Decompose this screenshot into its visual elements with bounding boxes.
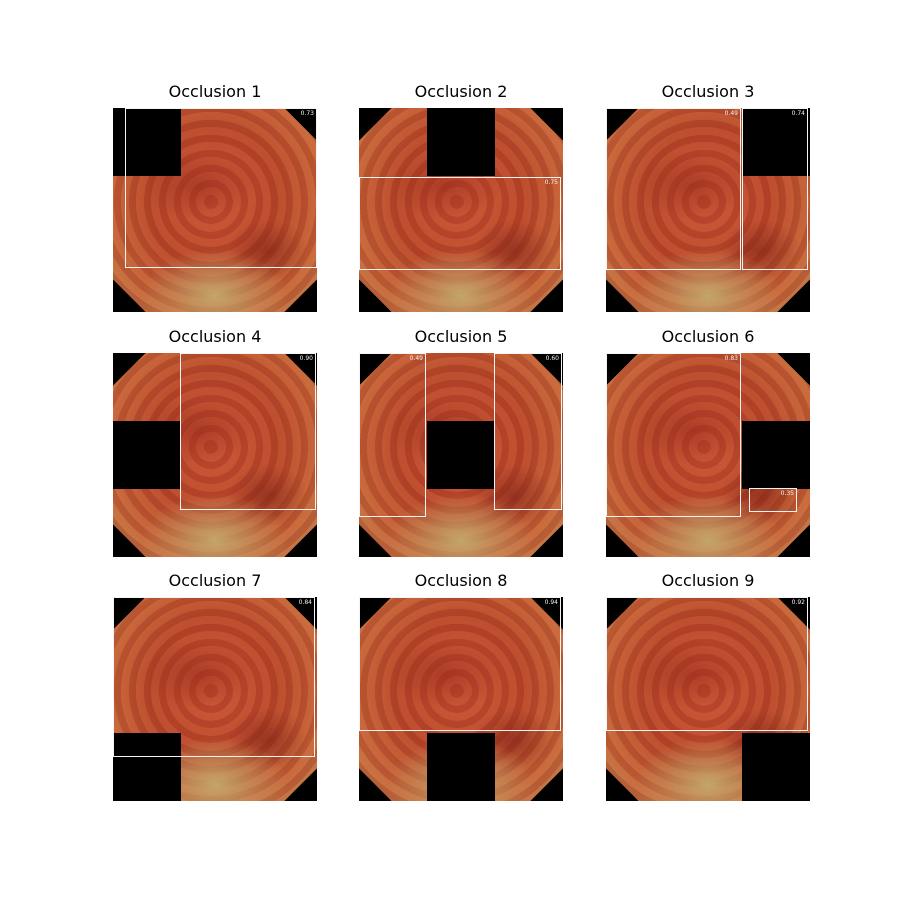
occlusion-patch [742,421,810,489]
panel-title: Occlusion 5 [414,327,508,346]
detection-score: 0.74 [791,110,805,117]
panel-title: Occlusion 6 [661,327,755,346]
detection-box: 0.35 [749,488,797,512]
panel-title: Occlusion 7 [168,571,262,590]
occlusion-patch [113,733,181,801]
occlusion-panel: Occlusion 7 0.84 [113,571,317,801]
detection-box: 0.75 [359,177,561,270]
occlusion-panel: Occlusion 3 0.49 0.74 [606,82,810,312]
detection-score: 0.90 [299,355,313,362]
endoscopy-image: 0.73 [113,108,317,312]
occlusion-patch [427,733,495,801]
detection-box: 0.73 [125,108,317,268]
occlusion-patch [742,108,810,176]
detection-score: 0.35 [780,490,794,497]
detection-box: 0.94 [359,597,561,731]
detection-box: 0.49 [606,108,741,270]
panel-title: Occlusion 4 [168,327,262,346]
endoscopy-image: 0.83 0.35 [606,353,810,557]
detection-box: 0.74 [742,108,808,270]
panel-title: Occlusion 1 [168,82,262,101]
detection-score: 0.84 [298,599,312,606]
endoscopy-image: 0.75 [359,108,563,312]
panel-title: Occlusion 8 [414,571,508,590]
endoscopy-image: 0.84 [113,597,317,801]
detection-score: 0.60 [545,355,559,362]
detection-box: 0.60 [494,353,562,510]
endoscopy-image: 0.94 [359,597,563,801]
detection-score: 0.49 [409,355,423,362]
occlusion-patch [113,108,181,176]
endoscopy-image: 0.49 0.60 [359,353,563,557]
occlusion-panel: Occlusion 8 0.94 [359,571,563,801]
endoscopy-image: 0.90 [113,353,317,557]
occlusion-patch [742,733,810,801]
panel-title: Occlusion 3 [661,82,755,101]
endoscopy-image: 0.49 0.74 [606,108,810,312]
occlusion-panel: Occlusion 6 0.83 0.35 [606,327,810,557]
detection-box: 0.84 [113,597,315,757]
occlusion-panel: Occlusion 2 0.75 [359,82,563,312]
occlusion-patch [113,421,181,489]
detection-box: 0.92 [606,597,808,731]
occlusion-panel: Occlusion 5 0.49 0.60 [359,327,563,557]
endoscopy-image: 0.92 [606,597,810,801]
occlusion-patch [427,421,495,489]
detection-score: 0.49 [724,110,738,117]
detection-box: 0.90 [180,353,316,510]
panel-title: Occlusion 2 [414,82,508,101]
occlusion-panel: Occlusion 4 0.90 [113,327,317,557]
detection-score: 0.94 [544,599,558,606]
occlusion-patch [427,108,495,176]
occlusion-panel: Occlusion 9 0.92 [606,571,810,801]
occlusion-panel: Occlusion 1 0.73 [113,82,317,312]
detection-box: 0.83 [606,353,741,517]
detection-score: 0.83 [724,355,738,362]
panel-title: Occlusion 9 [661,571,755,590]
detection-box: 0.49 [359,353,426,517]
detection-score: 0.73 [300,110,314,117]
detection-score: 0.75 [544,179,558,186]
detection-score: 0.92 [791,599,805,606]
